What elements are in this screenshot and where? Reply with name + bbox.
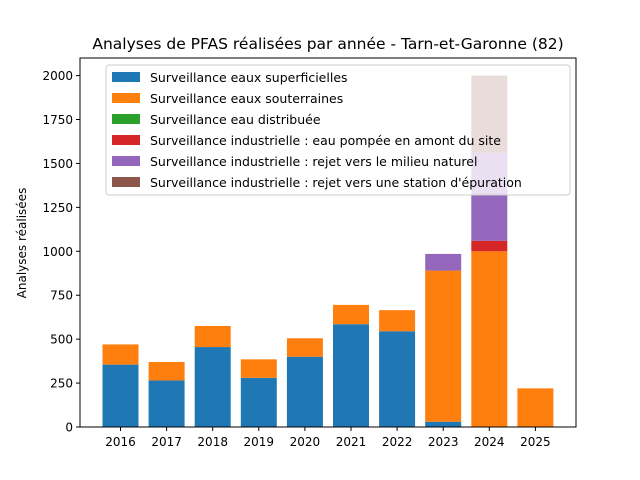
y-tick-label: 1250 bbox=[42, 201, 73, 215]
bar-2019-series-1 bbox=[240, 359, 277, 378]
y-tick-label: 1500 bbox=[42, 157, 73, 171]
x-tick-label: 2025 bbox=[520, 435, 551, 449]
bar-2023-series-1 bbox=[425, 270, 462, 422]
chart-title: Analyses de PFAS réalisées par année - T… bbox=[92, 35, 563, 53]
legend-label-1: Surveillance eaux souterraines bbox=[150, 91, 343, 106]
bar-2021-series-0 bbox=[333, 324, 369, 427]
legend-label-5: Surveillance industrielle : rejet vers u… bbox=[150, 175, 522, 190]
bar-2016-series-1 bbox=[102, 344, 139, 365]
bar-2017-series-1 bbox=[148, 361, 185, 381]
legend-label-0: Surveillance eaux superficielles bbox=[150, 70, 348, 85]
axes: 0 250 500 750 1000 1250 1500 1750 2000 2016 2017 20… bbox=[42, 57, 577, 449]
bar-2019-series-0 bbox=[240, 377, 277, 427]
legend: Surveillance eaux superficielles Surveill… bbox=[105, 64, 571, 196]
x-tick-label: 2022 bbox=[382, 435, 413, 449]
legend-swatch-5 bbox=[112, 177, 140, 187]
y-tick-label: 250 bbox=[50, 377, 73, 391]
legend-box bbox=[105, 64, 571, 196]
y-tick-label: 1750 bbox=[42, 113, 73, 127]
bar-2024-series-1 bbox=[471, 251, 508, 427]
bar-2020-series-1 bbox=[286, 338, 323, 357]
legend-label-4: Surveillance industrielle : rejet vers l… bbox=[150, 154, 477, 169]
x-tick-label: 2018 bbox=[197, 435, 228, 449]
x-tick-label: 2016 bbox=[105, 435, 136, 449]
bar-2020-series-0 bbox=[286, 356, 323, 427]
x-tick-label: 2021 bbox=[336, 435, 367, 449]
bar-2025-series-1 bbox=[517, 388, 554, 427]
y-axis-label: Analyses réalisées bbox=[15, 188, 29, 299]
legend-label-2: Surveillance eau distribuée bbox=[150, 112, 321, 127]
bar-2018-series-1 bbox=[194, 325, 231, 348]
plot-frame bbox=[79, 57, 577, 428]
y-tick-label: 750 bbox=[50, 289, 73, 303]
legend-swatch-1 bbox=[112, 93, 140, 103]
y-tick-label: 1000 bbox=[42, 245, 73, 259]
x-tick-label: 2024 bbox=[474, 435, 505, 449]
x-tick-label: 2023 bbox=[428, 435, 459, 449]
legend-swatch-2 bbox=[112, 114, 140, 124]
y-tick-label: 500 bbox=[50, 333, 73, 347]
legend-swatch-0 bbox=[112, 72, 140, 82]
bar-2017-series-0 bbox=[148, 380, 185, 427]
x-tick-label: 2020 bbox=[290, 435, 321, 449]
x-tick-label: 2019 bbox=[244, 435, 275, 449]
y-tick-label: 2000 bbox=[42, 69, 73, 83]
x-tick-label: 2017 bbox=[151, 435, 182, 449]
legend-swatch-4 bbox=[112, 156, 140, 166]
bar-2018-series-0 bbox=[194, 347, 231, 427]
bar-2016-series-0 bbox=[102, 364, 139, 427]
bar-2023-series-4 bbox=[425, 253, 462, 271]
bar-2023-series-0 bbox=[425, 421, 462, 427]
bar-2024-series-3 bbox=[471, 240, 508, 252]
legend-label-3: Surveillance industrielle : eau pompée e… bbox=[150, 133, 501, 148]
y-tick-label: 0 bbox=[65, 421, 73, 435]
bar-2022-series-0 bbox=[379, 331, 416, 427]
bar-2021-series-1 bbox=[333, 304, 369, 325]
bar-2022-series-1 bbox=[379, 310, 416, 332]
legend-swatch-3 bbox=[112, 135, 140, 145]
